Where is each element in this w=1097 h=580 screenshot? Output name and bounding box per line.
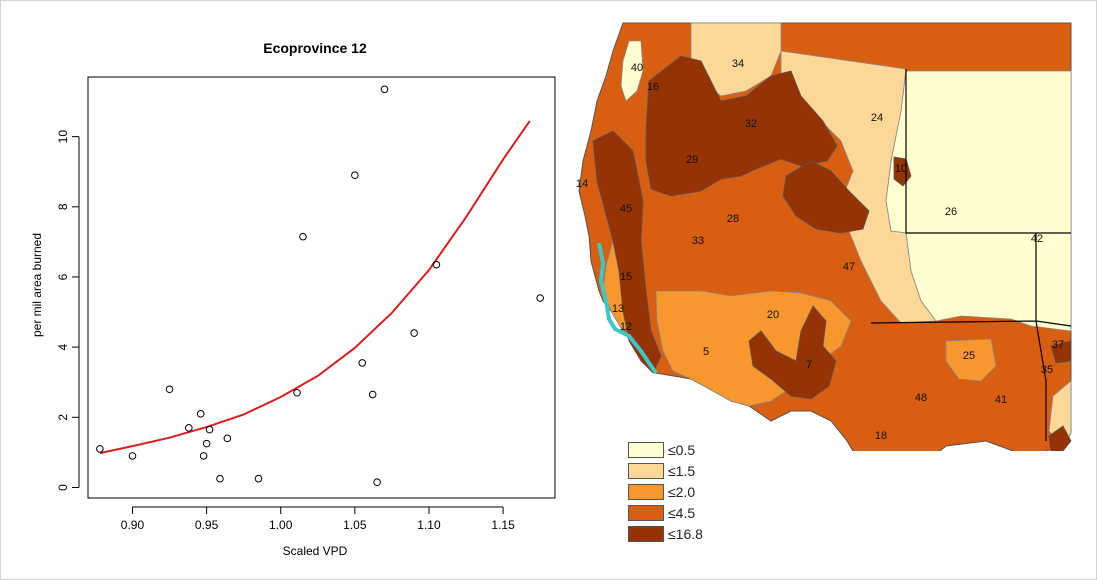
data-point: [432, 260, 441, 269]
data-point: [410, 329, 418, 337]
data-point: [202, 439, 211, 448]
x-tick-label: 0.95: [195, 518, 219, 532]
region-label: 34: [732, 58, 744, 70]
ecoprovince-map: 40 34 16 32 24 29 14 10 45 28 26 33 42 47 15 13 20 12 5 7 25…: [576, 22, 1072, 451]
scatter-plot: Ecoprovince 12 0.90 0.95 1.00 1.05 1.10 1.15 …: [30, 40, 556, 558]
region-label: 48: [915, 392, 927, 404]
legend-label: ≤0.5: [668, 441, 696, 458]
region-label: 12: [620, 321, 632, 333]
map-zone-lowest-nw: [620, 40, 644, 102]
region-label: 15: [620, 271, 632, 283]
legend-label: ≤4.5: [668, 504, 696, 521]
x-tick-label: 1.05: [343, 518, 367, 532]
legend-label: ≤16.8: [668, 525, 703, 542]
x-axis: 0.90 0.95 1.00 1.05 1.10 1.15: [121, 506, 515, 532]
region-label: 37: [1052, 339, 1064, 351]
legend-label: ≤1.5: [668, 462, 696, 479]
legend-swatch: [628, 441, 664, 458]
legend-swatch: [628, 525, 664, 542]
x-tick-label: 1.00: [269, 518, 293, 532]
data-point: [299, 232, 307, 241]
chart-title: Ecoprovince 12: [263, 40, 367, 56]
data-point: [205, 425, 214, 434]
map-zone-high-south: [748, 305, 837, 400]
region-label: 35: [1041, 364, 1053, 376]
region-label: 16: [647, 81, 659, 93]
region-label: 45: [620, 203, 632, 215]
data-point: [536, 294, 544, 302]
data-point: [351, 171, 359, 180]
data-point: [293, 388, 301, 397]
data-point: [165, 385, 174, 394]
legend-item: ≤4.5: [628, 502, 703, 523]
data-point: [96, 445, 104, 453]
legend-swatch: [628, 483, 664, 500]
data-point: [216, 474, 224, 483]
data-point: [199, 452, 208, 460]
data-point: [185, 424, 193, 432]
data-point: [373, 478, 381, 487]
x-axis-label: Scaled VPD: [283, 544, 348, 558]
data-point: [196, 410, 205, 418]
map-zone-high-rockies: [782, 160, 870, 234]
legend-item: ≤0.5: [628, 439, 703, 460]
map-zone-high-east: [1050, 340, 1072, 364]
legend-label: ≤2.0: [668, 483, 696, 500]
region-label: 14: [576, 178, 588, 190]
y-tick-label: 2: [56, 414, 70, 421]
legend-item: ≤1.5: [628, 460, 703, 481]
region-label: 20: [767, 309, 779, 321]
region-label: 33: [692, 235, 704, 247]
y-tick-label: 10: [56, 130, 70, 144]
region-label: 24: [871, 112, 883, 124]
region-label: 13: [612, 303, 624, 315]
plot-area: [87, 76, 556, 499]
y-axis: 0 2 4 6 8 10: [56, 130, 80, 491]
legend-item: ≤16.8: [628, 523, 703, 544]
map-zone-high-west: [592, 130, 662, 374]
region-label: 28: [727, 213, 739, 225]
y-tick-label: 6: [56, 273, 70, 280]
region-label: 40: [631, 62, 643, 74]
legend-swatch: [628, 462, 664, 479]
data-point: [254, 474, 263, 483]
x-tick-label: 0.90: [121, 518, 145, 532]
x-tick-label: 1.10: [417, 518, 441, 532]
x-tick-label: 1.15: [491, 518, 515, 532]
region-label: 10: [895, 163, 907, 175]
region-label: 29: [686, 154, 698, 166]
region-label: 47: [843, 261, 855, 273]
coast-highlight: [597, 242, 658, 375]
data-point: [358, 359, 367, 367]
fit-curve: [99, 120, 531, 455]
y-tick-label: 0: [56, 484, 70, 491]
region-label: 7: [806, 359, 812, 371]
data-point: [368, 390, 377, 399]
map-zone-high-spot: [893, 156, 912, 187]
data-point: [380, 85, 389, 94]
region-label: 26: [945, 206, 957, 218]
map-zone-mid-texas: [945, 338, 997, 382]
region-label: 18: [875, 430, 887, 442]
data-point: [128, 452, 137, 460]
state-borders: [870, 69, 1072, 441]
region-labels: 40 34 16 32 24 29 14 10 45 28 26 33 42 47 15 13 20 12 5 7 25…: [576, 58, 1064, 442]
y-axis-label: per mil area burned: [30, 233, 44, 337]
region-label: 41: [995, 394, 1007, 406]
region-label: 32: [745, 118, 757, 130]
map-legend: ≤0.5 ≤1.5 ≤2.0 ≤4.5 ≤16.8: [628, 439, 703, 544]
y-tick-label: 4: [56, 343, 70, 350]
region-label: 5: [703, 346, 709, 358]
legend-item: ≤2.0: [628, 481, 703, 502]
legend-swatch: [628, 504, 664, 521]
data-points: [96, 85, 544, 487]
y-tick-label: 8: [56, 203, 70, 210]
region-label: 25: [963, 350, 975, 362]
region-label: 42: [1031, 233, 1043, 245]
map-zone-high-east2: [1048, 425, 1072, 451]
data-point: [223, 434, 232, 443]
